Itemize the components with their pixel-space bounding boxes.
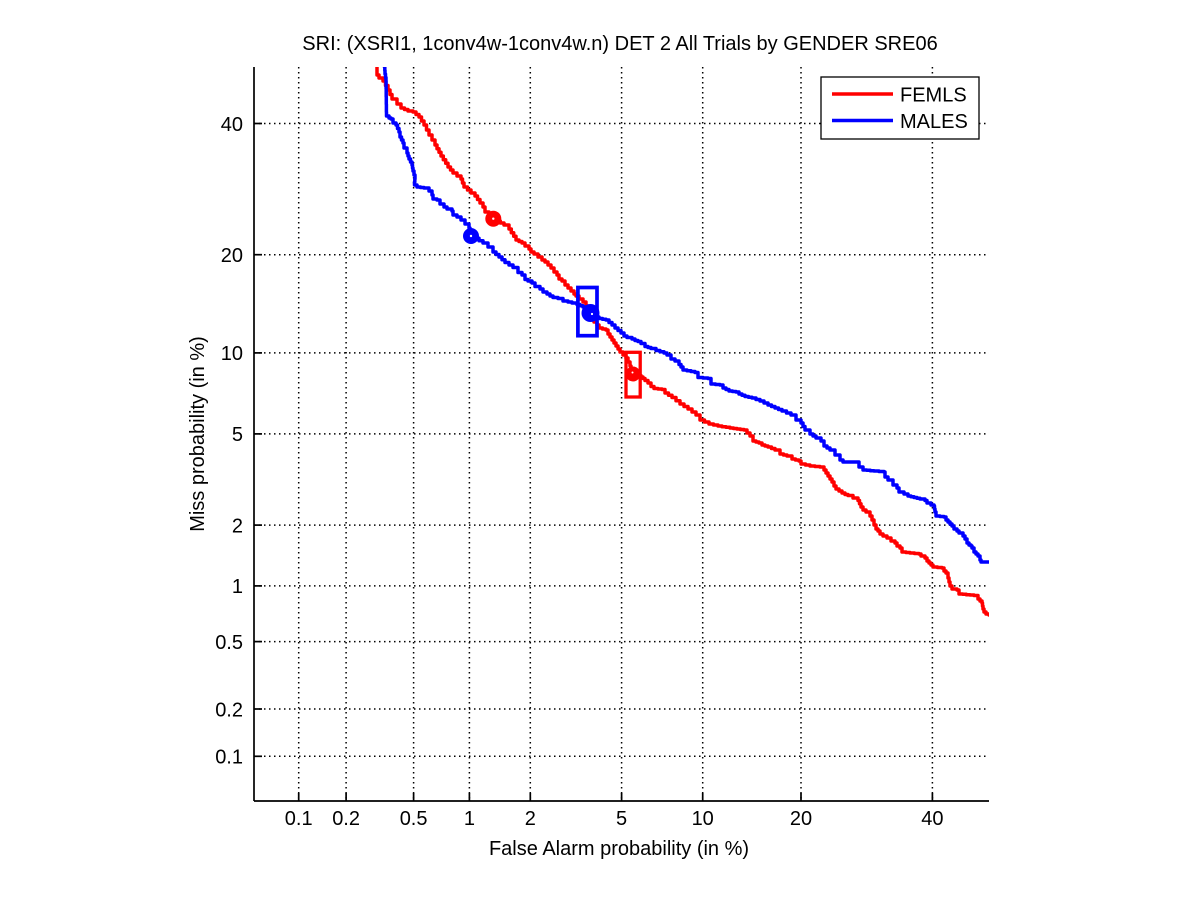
svg-text:0.1: 0.1 [285, 808, 313, 830]
svg-text:40: 40 [221, 114, 243, 136]
svg-text:5: 5 [232, 424, 243, 446]
svg-text:0.2: 0.2 [332, 808, 360, 830]
svg-text:0.5: 0.5 [215, 632, 243, 654]
svg-text:FEMLS: FEMLS [900, 84, 967, 106]
svg-text:40: 40 [921, 808, 943, 830]
svg-text:MALES: MALES [900, 111, 968, 133]
svg-text:1: 1 [232, 576, 243, 598]
svg-text:20: 20 [790, 808, 812, 830]
svg-text:0.1: 0.1 [215, 747, 243, 769]
svg-text:2: 2 [525, 808, 536, 830]
svg-text:10: 10 [692, 808, 714, 830]
svg-text:Miss probability (in %): Miss probability (in %) [187, 336, 209, 532]
svg-text:0.5: 0.5 [400, 808, 428, 830]
svg-text:10: 10 [221, 343, 243, 365]
svg-text:SRI: (XSRI1, 1conv4w-1conv4w.n: SRI: (XSRI1, 1conv4w-1conv4w.n) DET 2 Al… [302, 33, 937, 55]
svg-text:2: 2 [232, 515, 243, 537]
svg-text:0.2: 0.2 [215, 699, 243, 721]
svg-text:False Alarm probability (in %): False Alarm probability (in %) [489, 838, 749, 860]
svg-text:20: 20 [221, 245, 243, 267]
svg-text:1: 1 [464, 808, 475, 830]
svg-text:5: 5 [616, 808, 627, 830]
